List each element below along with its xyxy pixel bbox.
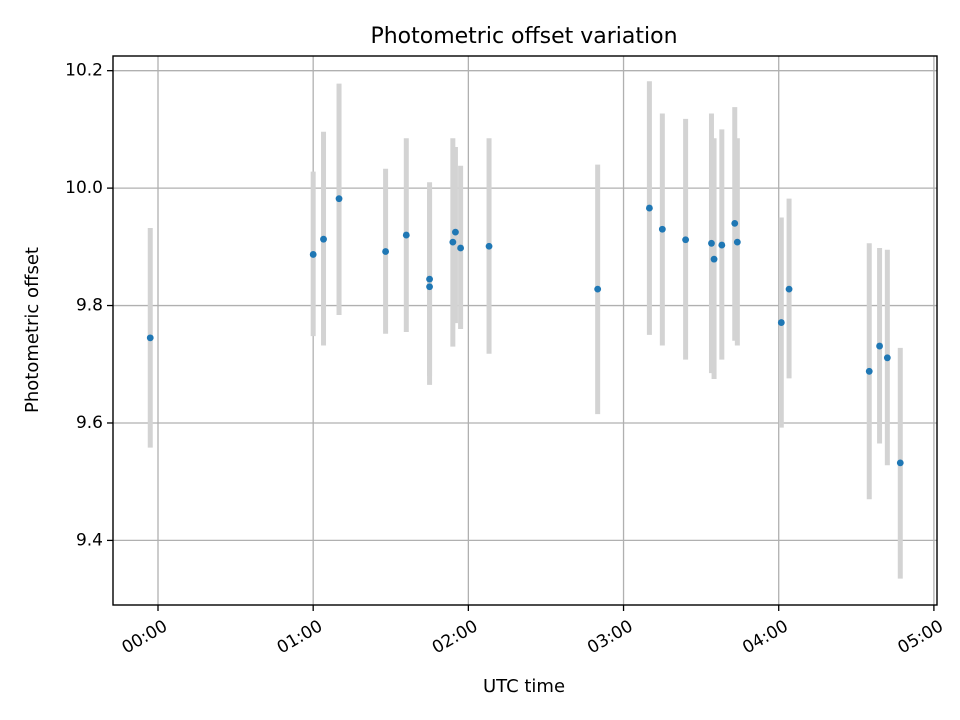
data-point <box>646 204 653 212</box>
data-point <box>426 283 433 291</box>
errorbar-layer <box>147 81 903 579</box>
plot-frame <box>112 55 938 606</box>
data-point <box>718 241 726 249</box>
data-point <box>335 195 343 203</box>
x-axis-label: UTC time <box>483 676 565 697</box>
y-tick-label: 10.2 <box>65 61 103 81</box>
data-point <box>682 236 690 244</box>
data-point <box>876 342 883 350</box>
data-point <box>594 285 602 293</box>
x-tick-label: 02:00 <box>429 616 481 658</box>
y-tick-label: 9.6 <box>76 413 103 433</box>
data-point <box>382 248 389 255</box>
x-tick-label: 04:00 <box>739 616 791 658</box>
data-point <box>777 319 785 326</box>
x-tick-label: 01:00 <box>274 616 326 658</box>
data-point <box>710 255 718 263</box>
data-point <box>402 231 410 239</box>
data-point <box>731 219 739 227</box>
data-point <box>865 367 873 375</box>
data-point <box>896 459 904 467</box>
data-point <box>708 239 715 247</box>
data-point <box>146 334 154 342</box>
data-point <box>785 285 793 293</box>
x-tick-label: 03:00 <box>584 616 636 658</box>
chart-title: Photometric offset variation <box>370 24 677 49</box>
data-point <box>485 242 493 250</box>
data-point <box>658 225 666 233</box>
grid-layer <box>113 56 937 605</box>
data-point <box>426 275 433 283</box>
data-point <box>733 238 741 246</box>
y-tick-label: 9.8 <box>76 296 103 316</box>
x-tick-label: 05:00 <box>894 616 946 658</box>
data-point <box>452 228 459 236</box>
point-layer <box>146 195 904 467</box>
data-point <box>449 238 457 246</box>
y-axis-label: Photometric offset <box>22 247 43 413</box>
data-point <box>457 244 465 252</box>
tick-layer: 00:00 01:00 02:00 03:00 04:00 05:00 9.4 9.6 9.8 1… <box>65 61 947 658</box>
y-tick-label: 9.4 <box>76 530 103 550</box>
data-point <box>320 235 327 243</box>
y-tick-label: 10.0 <box>65 178 103 198</box>
data-point <box>309 251 317 258</box>
data-point <box>883 354 891 362</box>
x-tick-label: 00:00 <box>119 616 171 658</box>
